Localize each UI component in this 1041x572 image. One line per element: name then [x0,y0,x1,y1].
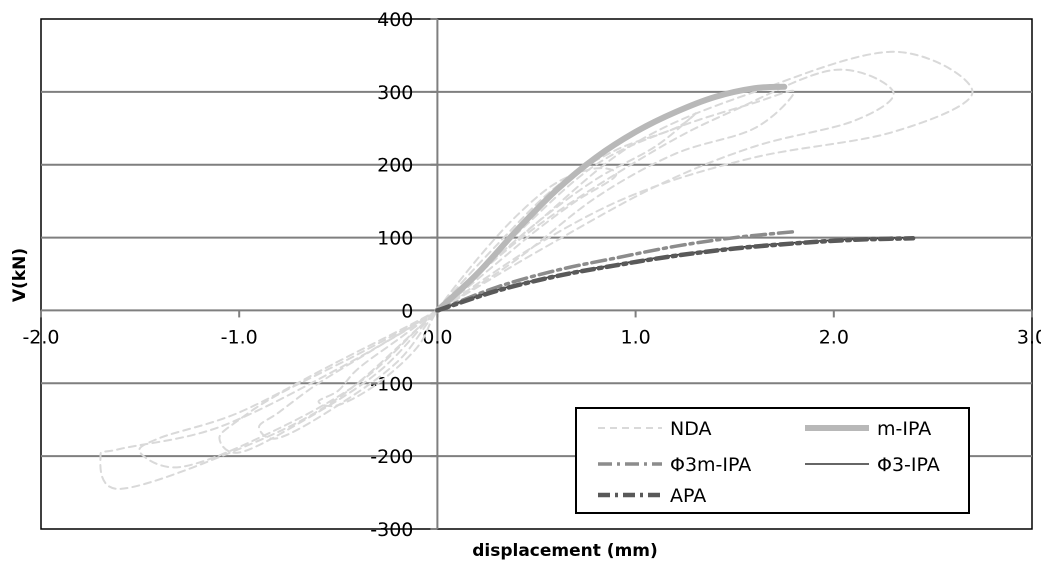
series-line-nda-loop-0 [99,50,974,490]
series-line-mipa [434,83,788,314]
y-tick-label: -200 [370,446,413,468]
legend-label: Φ3m-IPA [670,454,751,476]
y-tick-label: -100 [370,373,413,395]
x-tick-label: -1.0 [221,326,258,348]
x-tick-label: 0.0 [422,326,452,348]
y-tick-label: 300 [377,82,413,104]
gridlines [41,90,1032,458]
y-tick-label: 100 [377,228,413,250]
series-line-apa [435,236,916,313]
series-line-nda-loop-1 [138,68,895,469]
axes [40,18,1033,530]
y-tick-label: 200 [377,155,413,177]
x-axis-label: displacement (mm) [472,541,658,561]
y-tick-label: -300 [370,519,413,541]
legend: NDA m-IPA Φ3m-IPA Φ3-IPA APA [575,407,970,514]
x-tick-label: 3.0 [1017,326,1041,348]
y-tick-label: 0 [401,300,413,322]
series-group [99,50,974,490]
x-tick-label: -2.0 [22,326,59,348]
series-line-3mipa [435,229,796,313]
tick-labels: -300 -200 -100 0 100 200 300 400 -2.0 -1.0 0.0 1.0 2… [22,9,1041,541]
series-line-nda-loop-2 [218,89,796,454]
series-line-3ipa [436,236,914,312]
legend-label: m-IPA [877,418,931,440]
x-tick-label: 2.0 [819,326,849,348]
legend-label: Φ3-IPA [877,454,940,476]
y-tick-label: 400 [377,9,413,31]
plot-border [40,18,1033,530]
legend-label: NDA [670,418,712,440]
x-tick-label: 1.0 [620,326,650,348]
legend-label: APA [670,485,706,507]
y-axis-label: V(kN) [10,248,30,302]
series-line-nda-loop-4 [317,167,618,408]
